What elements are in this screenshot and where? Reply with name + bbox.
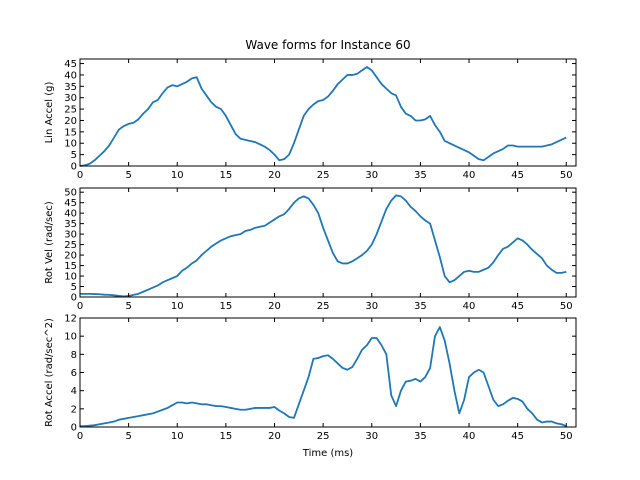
series-line-3 bbox=[80, 326, 567, 427]
x-tick-label: 50 bbox=[560, 301, 573, 312]
x-tick-label: 10 bbox=[171, 170, 184, 181]
y-tick-label: 10 bbox=[64, 139, 77, 150]
y-tick-label: 35 bbox=[64, 219, 77, 230]
x-tick-label: 40 bbox=[463, 170, 476, 181]
x-tick-label: 40 bbox=[463, 431, 476, 442]
y-tick-label: 10 bbox=[64, 332, 77, 343]
axes-frame bbox=[79, 187, 577, 298]
x-tick-label: 30 bbox=[365, 170, 378, 181]
y-tick-label: 2 bbox=[71, 404, 77, 415]
x-tick-label: 35 bbox=[414, 170, 427, 181]
y-axis-label: Rot Vel (rad/sec) bbox=[44, 201, 55, 284]
x-tick-label: 30 bbox=[365, 301, 378, 312]
y-tick-label: 25 bbox=[64, 105, 77, 116]
y-tick-label: 45 bbox=[64, 59, 77, 70]
x-tick-label: 0 bbox=[77, 170, 83, 181]
subplot-3: 0 5 10 15 20 25 30 35 40 45 50 0 2 4 6 8 10 12 Rot Accel (… bbox=[44, 314, 577, 459]
y-tick-label: 4 bbox=[71, 386, 77, 397]
series-line-1 bbox=[79, 66, 567, 167]
x-tick-label: 30 bbox=[365, 431, 378, 442]
y-tick-label: 8 bbox=[71, 350, 77, 361]
y-tick-label: 12 bbox=[64, 314, 77, 325]
axes-frame bbox=[79, 317, 577, 428]
y-tick-label: 25 bbox=[64, 240, 77, 251]
x-tick-label: 5 bbox=[125, 170, 131, 181]
x-tick-label: 0 bbox=[77, 431, 83, 442]
x-tick-label: 5 bbox=[125, 431, 131, 442]
y-tick-label: 15 bbox=[64, 127, 77, 138]
y-tick-label: 10 bbox=[64, 272, 77, 283]
figure-title: Wave forms for Instance 60 bbox=[245, 38, 410, 52]
y-tick-label: 20 bbox=[64, 251, 77, 262]
x-axis-label: Time (ms) bbox=[302, 448, 354, 459]
x-tick-label: 35 bbox=[414, 431, 427, 442]
x-tick-label: 35 bbox=[414, 301, 427, 312]
x-tick-label: 50 bbox=[560, 431, 573, 442]
x-tick-label: 10 bbox=[171, 431, 184, 442]
y-tick-label: 50 bbox=[64, 188, 77, 199]
y-tick-label: 5 bbox=[71, 150, 77, 161]
y-tick-label: 5 bbox=[71, 282, 77, 293]
x-tick-label: 45 bbox=[511, 431, 524, 442]
y-tick-label: 45 bbox=[64, 198, 77, 209]
y-tick-label: 6 bbox=[71, 368, 77, 379]
x-tick-label: 45 bbox=[511, 170, 524, 181]
subplot-1: 0 5 10 15 20 25 30 35 40 45 50051015202530354045Li… bbox=[44, 58, 577, 181]
y-tick-label: 40 bbox=[64, 70, 77, 81]
y-tick-label: 20 bbox=[64, 116, 77, 127]
subplots: 0 5 10 15 20 25 30 35 40 45 50051015202530354045Li… bbox=[44, 58, 577, 459]
x-tick-label: 50 bbox=[560, 170, 573, 181]
x-tick-label: 10 bbox=[171, 301, 184, 312]
y-tick-label: 0 bbox=[71, 162, 77, 173]
y-axis-label: Rot Accel (rad/sec^2) bbox=[44, 318, 55, 427]
y-tick-label: 35 bbox=[64, 82, 77, 93]
x-tick-label: 20 bbox=[268, 301, 281, 312]
x-tick-label: 20 bbox=[268, 431, 281, 442]
x-tick-label: 25 bbox=[317, 170, 330, 181]
x-tick-label: 15 bbox=[220, 431, 233, 442]
x-tick-label: 25 bbox=[317, 301, 330, 312]
x-tick-label: 25 bbox=[317, 431, 330, 442]
subplot-2: 0 5 10 15 20 25 30 35 40 45 5005101520253035404550… bbox=[44, 187, 577, 312]
y-tick-label: 40 bbox=[64, 209, 77, 220]
x-tick-label: 40 bbox=[463, 301, 476, 312]
x-tick-label: 0 bbox=[77, 301, 83, 312]
x-tick-label: 20 bbox=[268, 170, 281, 181]
series-line-2 bbox=[80, 194, 567, 298]
y-axis-label: Lin Accel (g) bbox=[44, 82, 55, 144]
x-tick-label: 45 bbox=[511, 301, 524, 312]
x-tick-label: 15 bbox=[220, 301, 233, 312]
y-tick-label: 30 bbox=[64, 93, 77, 104]
x-tick-label: 5 bbox=[125, 301, 131, 312]
axes-frame bbox=[79, 58, 577, 167]
y-tick-label: 0 bbox=[71, 293, 77, 304]
y-tick-label: 30 bbox=[64, 230, 77, 241]
y-tick-label: 15 bbox=[64, 261, 77, 272]
x-tick-label: 15 bbox=[220, 170, 233, 181]
y-tick-label: 0 bbox=[71, 423, 77, 434]
